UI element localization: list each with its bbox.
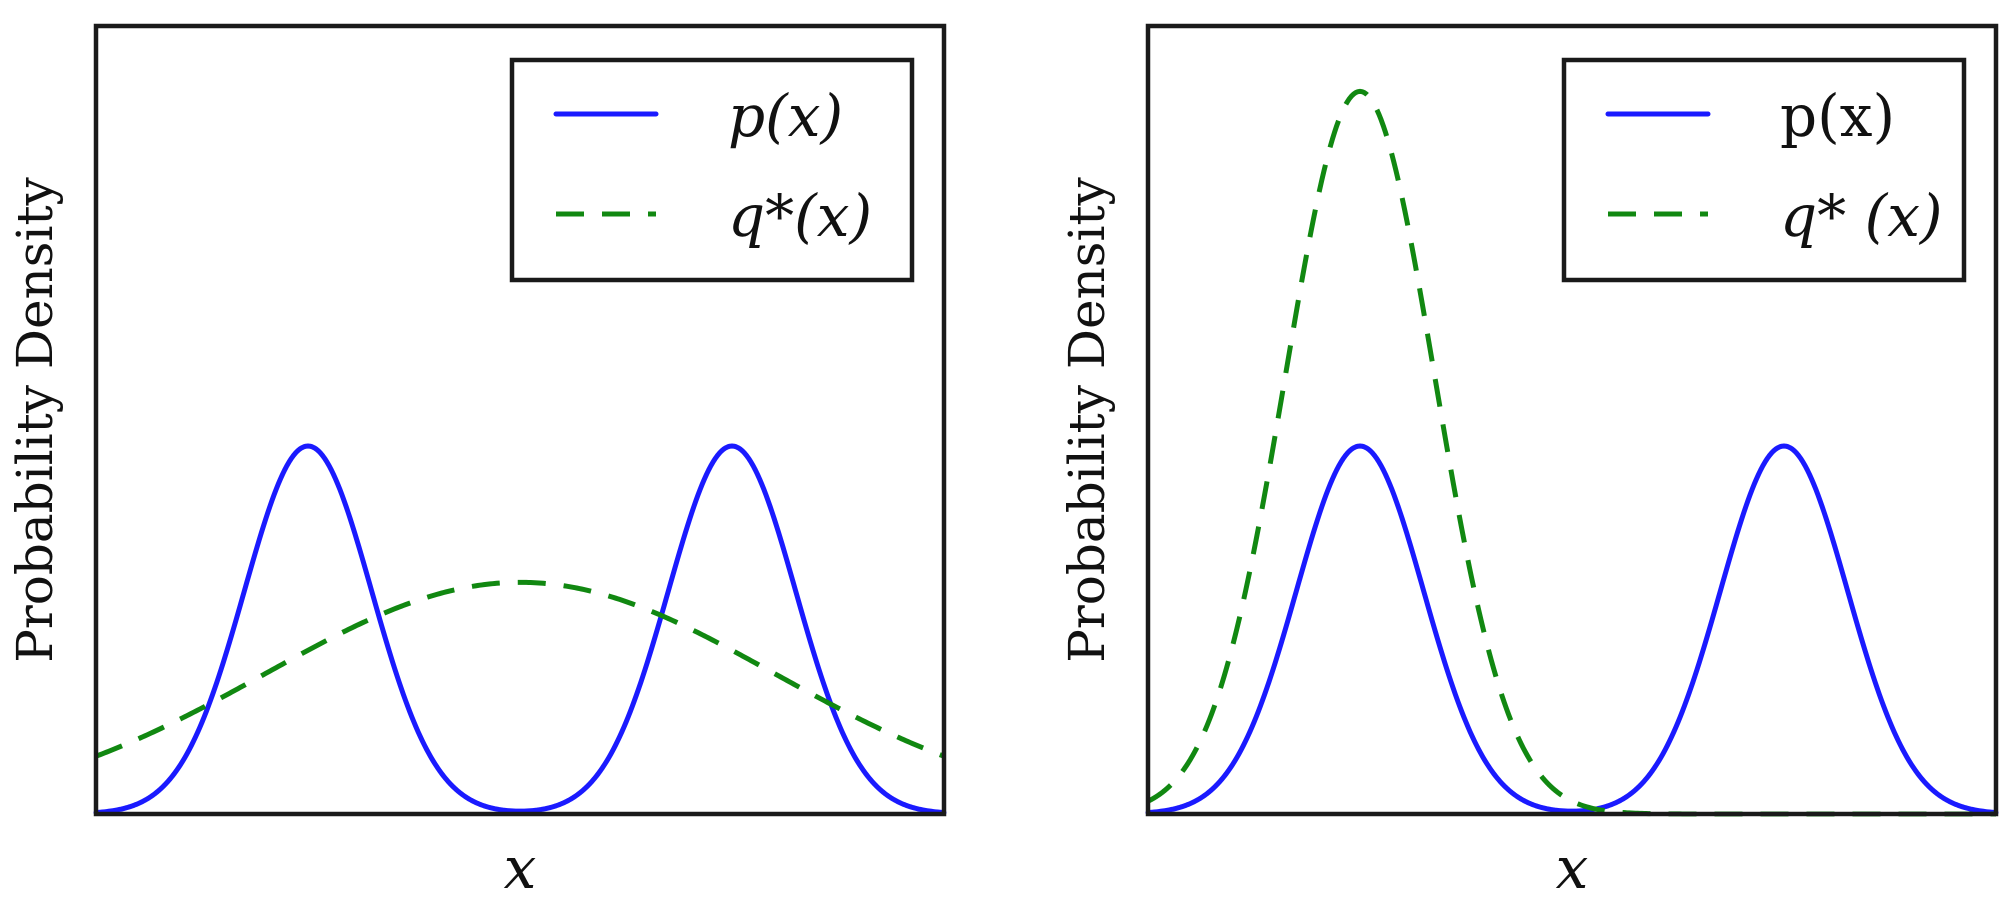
right-legend-box (1561, 57, 1967, 283)
left-chart: Probability Density x p(x) q*(x) (6, 23, 947, 902)
left-legend-p-label: p(x) (728, 82, 843, 150)
right-series-p-line (1145, 443, 1999, 816)
right-legend-p-label: p(x) (1780, 82, 1895, 150)
right-legend-q-label: q* (x) (1780, 182, 1943, 250)
left-series-p-line (93, 443, 947, 816)
left-legend-box (509, 57, 915, 283)
right-plot-frame (1145, 23, 1999, 817)
left-plot-frame (93, 23, 947, 817)
right-x-axis-label: x (1556, 834, 1589, 902)
left-x-axis-label: x (504, 834, 537, 902)
left-y-axis-label: Probability Density (6, 176, 64, 662)
right-chart: Probability Density x p(x) q* (x) (1058, 23, 1999, 902)
left-series-q-line (95, 579, 945, 759)
left-legend: p(x) q*(x) (509, 57, 915, 283)
right-y-axis-label: Probability Density (1058, 176, 1116, 662)
left-plot-area (93, 443, 947, 816)
right-legend: p(x) q* (x) (1561, 57, 1967, 283)
left-legend-q-label: q*(x) (728, 182, 872, 250)
